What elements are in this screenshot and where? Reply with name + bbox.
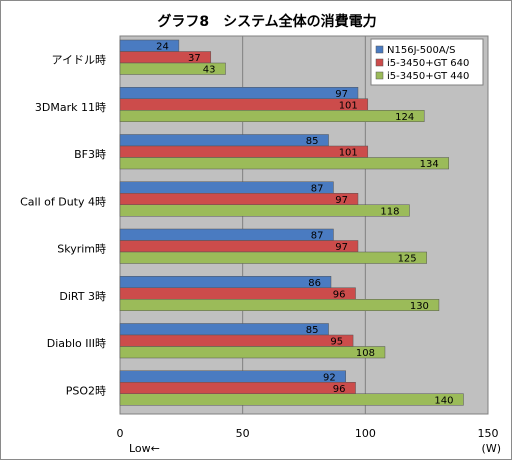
bar [119,346,386,359]
bar [119,145,369,158]
data-label: 118 [380,206,399,217]
data-label: 95 [330,337,343,348]
data-label: 130 [410,301,429,312]
bar [119,323,329,336]
data-label: 97 [335,195,348,206]
category-label: DiRT 3時 [59,290,106,303]
data-label: 87 [311,231,324,242]
category-label: PSO2時 [66,384,106,397]
category-label: Skyrim時 [57,243,106,256]
category-labels: アイドル時 3DMark 11時 BF3時 Call of Duty 4時 Skyrim… [20,54,106,398]
data-label: 140 [434,395,453,406]
bar [119,240,359,253]
bar [119,228,334,241]
legend-box [370,38,484,86]
x-axis-low-label: Low← [129,442,160,455]
category-label: Call of Duty 4時 [20,195,106,208]
data-label: 85 [306,136,319,147]
bar [119,382,356,394]
bars: 2437439710112485101134879711887971258696… [119,39,464,406]
x-tick-label: 50 [236,427,250,440]
data-label: 124 [395,112,414,123]
category-label: 3DMark 11時 [35,101,106,114]
legend-entry: i5-3450+GT 440 [387,71,469,82]
legend-entry: N156J-500A/S [387,45,455,56]
bar [119,157,449,170]
data-label: 134 [420,159,439,170]
legend-entry: i5-3450+GT 640 [387,58,469,69]
data-label: 24 [156,42,169,53]
data-label: 96 [333,384,346,395]
bar [119,98,369,111]
data-label: 37 [188,53,201,64]
bar [119,87,359,99]
category-label: BF3時 [74,148,106,161]
data-label: 97 [335,89,348,100]
bar [119,370,346,383]
data-label: 108 [356,348,375,359]
bar [119,276,332,288]
data-label: 87 [311,183,324,194]
data-label: 96 [333,289,346,300]
legend-swatch [375,58,384,67]
data-label: 43 [203,65,216,76]
x-tick-label: 0 [117,427,124,440]
data-label: 97 [335,242,348,253]
legend-swatch [375,71,384,80]
bar [119,134,329,147]
bar [119,110,425,122]
bar [119,181,334,194]
chart-title: グラフ8 システム全体の消費電力 [157,13,376,30]
x-tick-labels: 0 50 100 150 [117,427,499,440]
x-tick-label: 150 [478,427,499,440]
category-label: アイドル時 [52,54,106,67]
bar [119,299,440,311]
bar [119,334,354,347]
data-label: 101 [339,100,358,111]
data-label: 85 [306,325,319,336]
bar [119,287,356,300]
category-label: Diablo III時 [47,337,106,350]
x-tick-label: 100 [355,427,376,440]
data-label: 92 [323,372,336,383]
data-label: 101 [339,148,358,159]
data-label: 125 [398,254,417,265]
legend-swatch [375,45,384,54]
bar [119,39,180,52]
bar [119,251,427,264]
legend: N156J-500A/S i5-3450+GT 640 i5-3450+GT 440 [370,38,484,86]
x-axis-unit: (W) [482,442,501,455]
bar [119,62,226,75]
bar [119,393,464,406]
bar [119,204,410,217]
data-label: 86 [308,278,321,289]
bar [119,193,359,205]
